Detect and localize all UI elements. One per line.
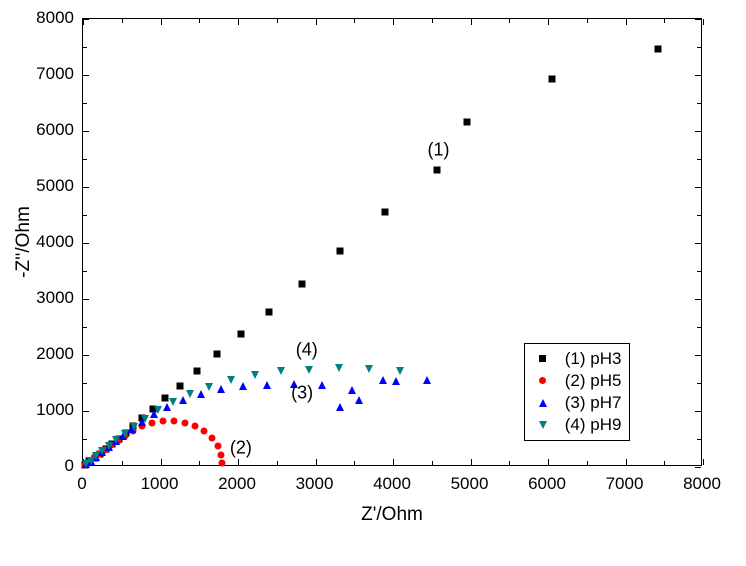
square-marker	[193, 368, 200, 375]
square-marker	[176, 382, 183, 389]
x-tick-label: 1000	[141, 474, 179, 494]
triangle-up-marker	[379, 376, 387, 384]
y-tick-label: 3000	[36, 288, 74, 308]
triangle-up-marker	[318, 381, 326, 389]
circle-marker	[218, 459, 225, 466]
triangle-up-marker	[263, 381, 271, 389]
x-tick-label: 4000	[373, 474, 411, 494]
triangle-down-marker	[539, 421, 547, 429]
legend-row: (1) pH3	[533, 348, 622, 370]
triangle-up-marker	[392, 377, 400, 385]
square-marker	[337, 248, 344, 255]
triangle-down-marker	[130, 423, 138, 431]
triangle-down-marker	[365, 365, 373, 373]
x-tick-label: 6000	[528, 474, 566, 494]
square-marker	[655, 46, 662, 53]
circle-marker	[214, 443, 221, 450]
triangle-down-marker	[154, 406, 162, 414]
circle-marker	[170, 418, 177, 425]
triangle-down-marker	[112, 436, 120, 444]
square-marker	[382, 208, 389, 215]
x-tick-label: 3000	[296, 474, 334, 494]
legend-row: (3) pH7	[533, 392, 622, 414]
circle-marker	[159, 418, 166, 425]
triangle-down-marker	[169, 398, 177, 406]
circle-marker	[148, 419, 155, 426]
y-tick-label: 4000	[36, 232, 74, 252]
x-tick-label: 7000	[606, 474, 644, 494]
circle-marker	[200, 428, 207, 435]
triangle-down-marker	[205, 383, 213, 391]
triangle-down-marker	[335, 364, 343, 372]
triangle-down-marker	[251, 371, 259, 379]
square-marker	[434, 166, 441, 173]
triangle-down-marker	[121, 430, 129, 438]
series-annotation: (3)	[291, 382, 313, 403]
triangle-down-marker	[141, 415, 149, 423]
square-marker	[162, 395, 169, 402]
y-axis-label: -Z''/Ohm	[13, 206, 35, 278]
triangle-up-marker	[197, 390, 205, 398]
nyquist-plot: (1) pH3(2) pH5(3) pH7(4) pH9 Z'/Ohm -Z''…	[0, 0, 746, 566]
y-tick-label: 7000	[36, 64, 74, 84]
triangle-up-marker	[239, 382, 247, 390]
triangle-up-marker	[217, 385, 225, 393]
x-tick-label: 2000	[218, 474, 256, 494]
legend-row: (2) pH5	[533, 370, 622, 392]
square-marker	[266, 308, 273, 315]
y-tick-label: 6000	[36, 120, 74, 140]
triangle-down-marker	[277, 367, 285, 375]
circle-marker	[217, 452, 224, 459]
x-axis-label: Z'/Ohm	[361, 504, 423, 526]
triangle-down-marker	[186, 390, 194, 398]
triangle-up-marker	[539, 399, 547, 407]
legend-label: (3) pH7	[565, 393, 622, 413]
y-tick-label: 8000	[36, 8, 74, 28]
square-marker	[539, 355, 546, 362]
legend: (1) pH3(2) pH5(3) pH7(4) pH9	[524, 343, 631, 441]
x-tick-label: 0	[77, 474, 86, 494]
x-tick-label: 8000	[683, 474, 721, 494]
y-tick-label: 5000	[36, 176, 74, 196]
legend-label: (4) pH9	[565, 415, 622, 435]
circle-marker	[181, 419, 188, 426]
triangle-up-marker	[348, 386, 356, 394]
y-tick-label: 1000	[36, 400, 74, 420]
legend-label: (1) pH3	[565, 349, 622, 369]
square-marker	[214, 350, 221, 357]
y-tick-label: 2000	[36, 344, 74, 364]
circle-marker	[208, 434, 215, 441]
circle-marker	[191, 423, 198, 430]
square-marker	[548, 76, 555, 83]
y-tick-label: 0	[65, 456, 74, 476]
square-marker	[463, 119, 470, 126]
series-annotation: (1)	[428, 139, 450, 160]
legend-label: (2) pH5	[565, 371, 622, 391]
triangle-down-marker	[227, 376, 235, 384]
series-annotation: (2)	[230, 438, 252, 459]
triangle-up-marker	[423, 376, 431, 384]
triangle-up-marker	[355, 396, 363, 404]
triangle-down-marker	[305, 366, 313, 374]
circle-marker	[539, 377, 546, 384]
series-annotation: (4)	[296, 339, 318, 360]
triangle-down-marker	[396, 367, 404, 375]
square-marker	[299, 281, 306, 288]
square-marker	[238, 330, 245, 337]
triangle-up-marker	[336, 403, 344, 411]
x-tick-label: 5000	[451, 474, 489, 494]
legend-row: (4) pH9	[533, 414, 622, 436]
